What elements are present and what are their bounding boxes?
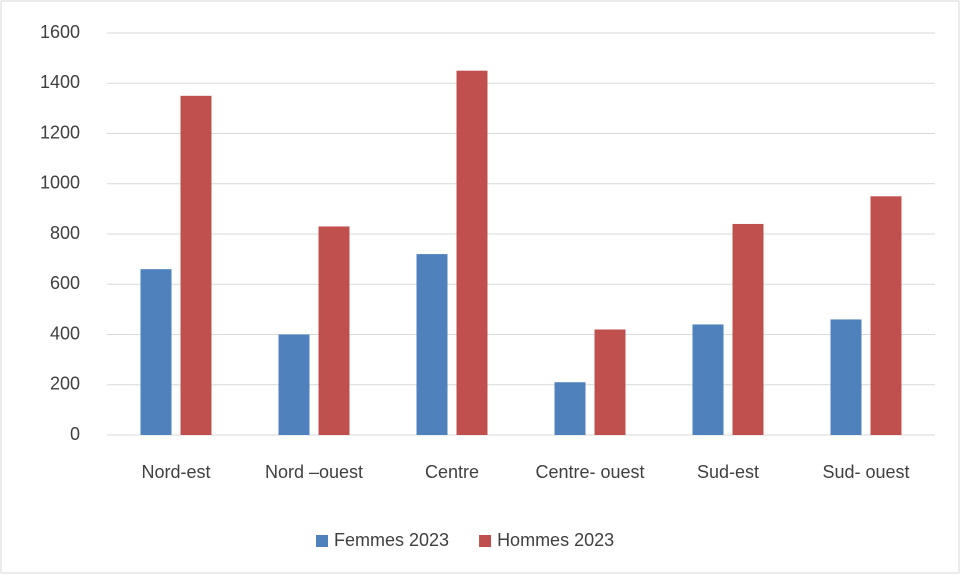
bar [870, 196, 902, 435]
y-tick-label: 0 [70, 424, 80, 444]
bar [416, 254, 448, 435]
bar [692, 324, 724, 435]
bar [278, 334, 310, 435]
y-tick-label: 1000 [40, 173, 80, 193]
bar [456, 70, 488, 435]
y-tick-label: 1200 [40, 122, 80, 142]
legend-label: Hommes 2023 [497, 530, 614, 550]
y-tick-label: 200 [50, 374, 80, 394]
legend-label: Femmes 2023 [334, 530, 449, 550]
bar [318, 226, 350, 435]
y-tick-label: 800 [50, 223, 80, 243]
y-tick-label: 1400 [40, 72, 80, 92]
x-tick-label: Nord –ouest [265, 462, 363, 482]
y-tick-label: 1600 [40, 22, 80, 42]
x-tick-label: Centre [425, 462, 479, 482]
y-tick-label: 400 [50, 323, 80, 343]
legend-swatch [479, 535, 492, 547]
bar [554, 382, 586, 435]
bar [140, 269, 172, 435]
x-tick-label: Sud-est [697, 462, 759, 482]
x-tick-label: Centre- ouest [535, 462, 644, 482]
x-tick-label: Nord-est [141, 462, 210, 482]
bar [830, 319, 862, 435]
legend-swatch [316, 535, 328, 547]
bar [594, 329, 626, 435]
x-tick-label: Sud- ouest [822, 462, 909, 482]
bar [732, 223, 764, 435]
bar [180, 95, 212, 435]
y-tick-label: 600 [50, 273, 80, 293]
